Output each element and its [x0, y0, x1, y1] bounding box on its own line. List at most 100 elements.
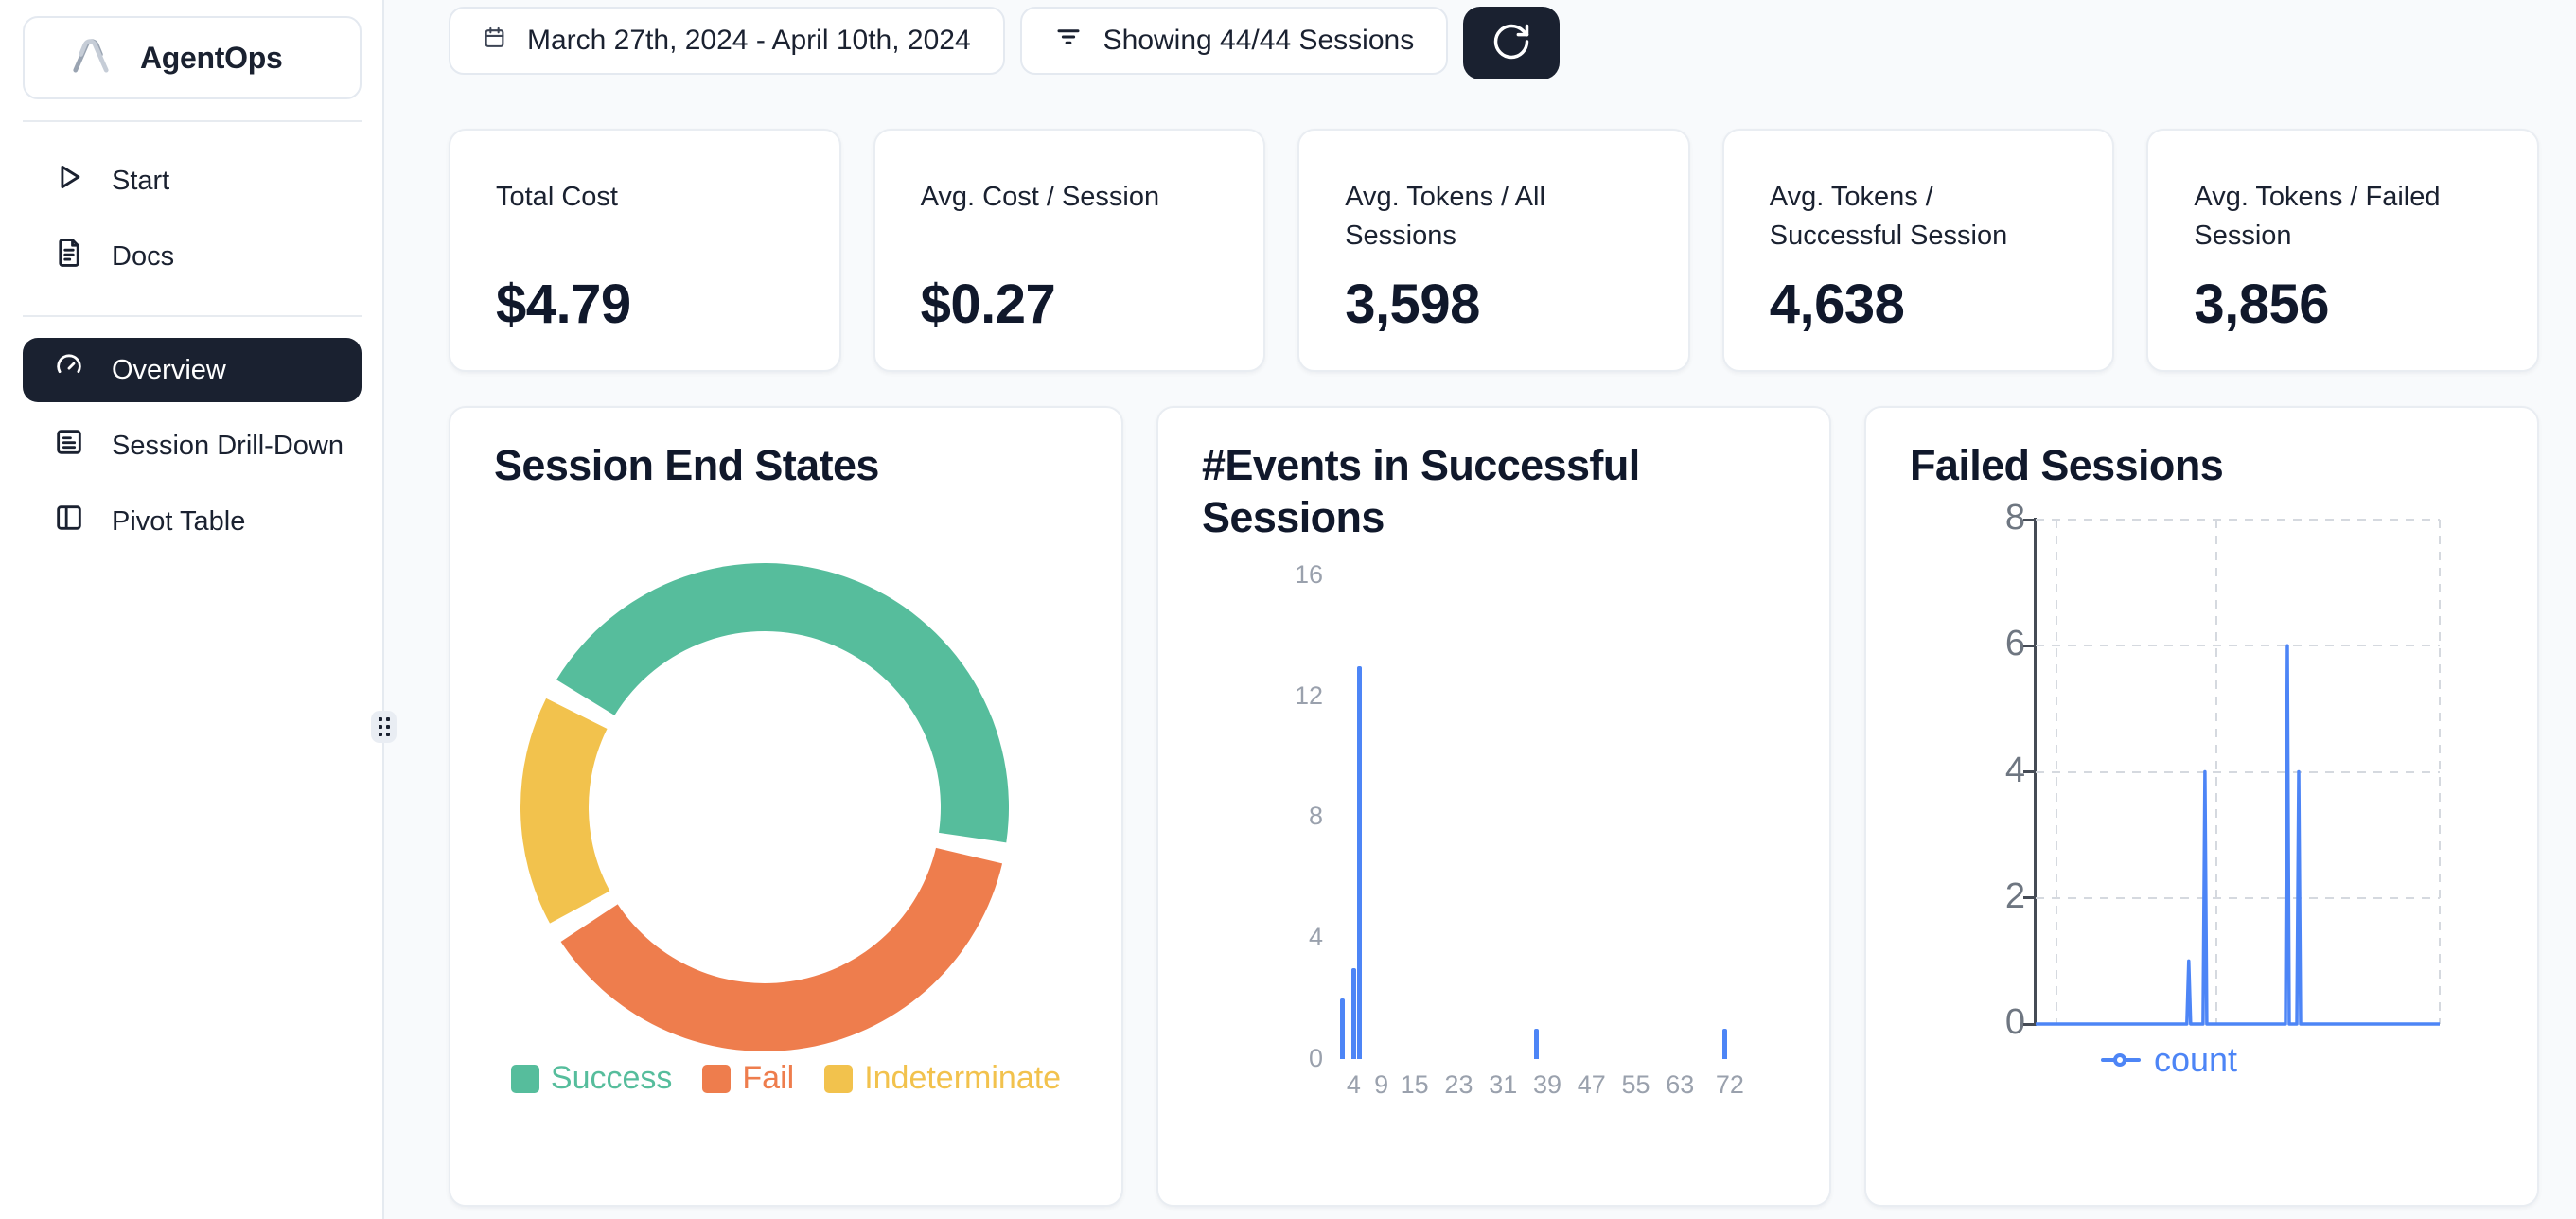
legend-item-indeterminate[interactable]: Indeterminate [824, 1060, 1061, 1097]
h-gridline [2036, 519, 2440, 521]
stat-value: 3,598 [1345, 274, 1480, 335]
bar [1721, 1029, 1727, 1059]
stat-label: Avg. Cost / Session [920, 182, 1160, 212]
x-tick-label: 31 [1489, 1070, 1518, 1099]
v-gridline [2439, 520, 2441, 1024]
x-tick-label: 63 [1666, 1070, 1695, 1099]
stat-label: Avg. Tokens / Failed Session [2194, 182, 2441, 251]
session-end-states-card: Session End States Success Fail Indeterm… [449, 406, 1123, 1207]
topbar: March 27th, 2024 - April 10th, 2024 Show… [449, 7, 2539, 80]
stat-card-avg-tokens-all: Avg. Tokens / All Sessions 3,598 [1297, 129, 1690, 372]
main-content: March 27th, 2024 - April 10th, 2024 Show… [384, 0, 2576, 1219]
refresh-button[interactable] [1463, 7, 1561, 80]
sidebar-item-label: Start [112, 165, 170, 196]
legend-label: Indeterminate [864, 1060, 1062, 1096]
stat-label: Avg. Tokens / Successful Session [1769, 182, 2008, 251]
sidebar: AgentOps Start Docs [0, 0, 384, 1219]
h-gridline [2036, 645, 2440, 647]
y-axis-tick [2023, 770, 2036, 773]
filter-icon [1054, 23, 1083, 59]
chart-title: Failed Sessions [1910, 441, 2224, 489]
bar [1533, 1029, 1539, 1059]
legend-label: Success [550, 1060, 673, 1096]
sidebar-divider [23, 315, 362, 317]
y-axis-tick [2023, 518, 2036, 521]
legend-swatch [510, 1064, 539, 1093]
chart-title: #Events in Successful Sessions [1202, 441, 1640, 541]
y-axis-line [2034, 518, 2037, 1026]
legend-swatch [824, 1064, 854, 1093]
sidebar-item-label: Session Drill-Down [112, 430, 344, 461]
sidebar-item-start[interactable]: Start [23, 143, 362, 219]
y-tick-label: 0 [1308, 1044, 1323, 1072]
chart-title: Session End States [494, 441, 879, 489]
sidebar-divider [23, 120, 362, 122]
logo-box[interactable]: AgentOps [23, 16, 362, 99]
legend-label: Fail [742, 1060, 795, 1096]
sidebar-resize-handle[interactable] [371, 711, 397, 743]
x-tick-label: 9 [1374, 1070, 1389, 1099]
failed-sessions-chart: 0 2 4 6 8 [1866, 408, 2537, 1205]
x-tick-label: 23 [1444, 1070, 1473, 1099]
donut-segment-fail [560, 847, 1003, 1051]
stat-card-total-cost: Total Cost $4.79 [449, 129, 841, 372]
calendar-icon [483, 25, 506, 57]
stat-value: 4,638 [1769, 274, 1905, 335]
sidebar-item-session-drill-down[interactable]: Session Drill-Down [23, 408, 362, 484]
sidebar-nav-main: Overview Session Drill-Down Pivot Table [23, 338, 362, 559]
stat-value: $4.79 [496, 274, 631, 335]
play-icon [53, 161, 85, 201]
count-line-series [2036, 644, 2440, 1026]
failed-sessions-card: Failed Sessions 0 2 4 6 8 count [1864, 406, 2539, 1207]
sidebar-nav-top: Start Docs [23, 143, 362, 294]
stat-card-avg-cost-session: Avg. Cost / Session $0.27 [873, 129, 1266, 372]
x-tick-label: 4 [1346, 1070, 1361, 1099]
v-gridline [2214, 520, 2217, 1024]
y-axis-tick [2023, 896, 2036, 900]
stat-value: $0.27 [920, 274, 1056, 335]
stat-label: Total Cost [496, 182, 618, 212]
legend-item-fail[interactable]: Fail [702, 1060, 794, 1097]
sidebar-item-label: Overview [112, 354, 226, 385]
stat-label: Avg. Tokens / All Sessions [1345, 182, 1545, 251]
date-range-button[interactable]: March 27th, 2024 - April 10th, 2024 [449, 7, 1005, 75]
y-tick-label: 4 [2004, 750, 2025, 790]
charts-row: Session End States Success Fail Indeterm… [449, 406, 2539, 1207]
sessions-filter-button[interactable]: Showing 44/44 Sessions [1019, 7, 1449, 75]
y-tick-label: 8 [2004, 498, 2025, 538]
donut-segment-success [556, 563, 1010, 843]
sidebar-item-overview[interactable]: Overview [23, 338, 362, 402]
sidebar-item-label: Docs [112, 240, 175, 272]
stats-row: Total Cost $4.79 Avg. Cost / Session $0.… [449, 129, 2539, 372]
sidebar-item-docs[interactable]: Docs [23, 219, 362, 294]
stat-value: 3,856 [2194, 274, 2330, 335]
x-tick-label: 55 [1621, 1070, 1650, 1099]
y-tick-label: 8 [1308, 802, 1323, 831]
y-axis-tick [2023, 1022, 2036, 1026]
stat-card-avg-tokens-successful: Avg. Tokens / Successful Session 4,638 [1721, 129, 2115, 372]
bar [1350, 968, 1356, 1059]
y-tick-label: 2 [2004, 875, 2025, 916]
session-end-states-donut [520, 563, 1010, 1051]
stat-card-avg-tokens-failed: Avg. Tokens / Failed Session 3,856 [2146, 129, 2539, 372]
refresh-icon [1491, 21, 1532, 65]
sessions-filter-text: Showing 44/44 Sessions [1103, 25, 1415, 56]
sidebar-item-pivot-table[interactable]: Pivot Table [23, 484, 362, 559]
y-tick-label: 4 [1308, 923, 1323, 952]
y-tick-label: 16 [1294, 559, 1323, 589]
bar [1356, 665, 1362, 1059]
docs-icon [53, 237, 85, 276]
legend-item-success[interactable]: Success [510, 1060, 673, 1097]
h-gridline [2036, 770, 2440, 773]
logo-text: AgentOps [140, 40, 283, 75]
failed-legend[interactable]: count [1866, 1040, 2472, 1080]
v-gridline [2056, 520, 2058, 1024]
pivot-table-icon [53, 502, 85, 541]
count-line-path [2036, 644, 2440, 1026]
events-in-successful-sessions-card: #Events in Successful Sessions 0 4 8 12 16 4 9… [1156, 406, 1831, 1207]
y-tick-label: 6 [2004, 624, 2025, 664]
y-axis-tick [2023, 644, 2036, 647]
session-drilldown-icon [53, 426, 85, 466]
sidebar-item-label: Pivot Table [112, 505, 246, 537]
x-tick-label: 15 [1400, 1070, 1429, 1099]
